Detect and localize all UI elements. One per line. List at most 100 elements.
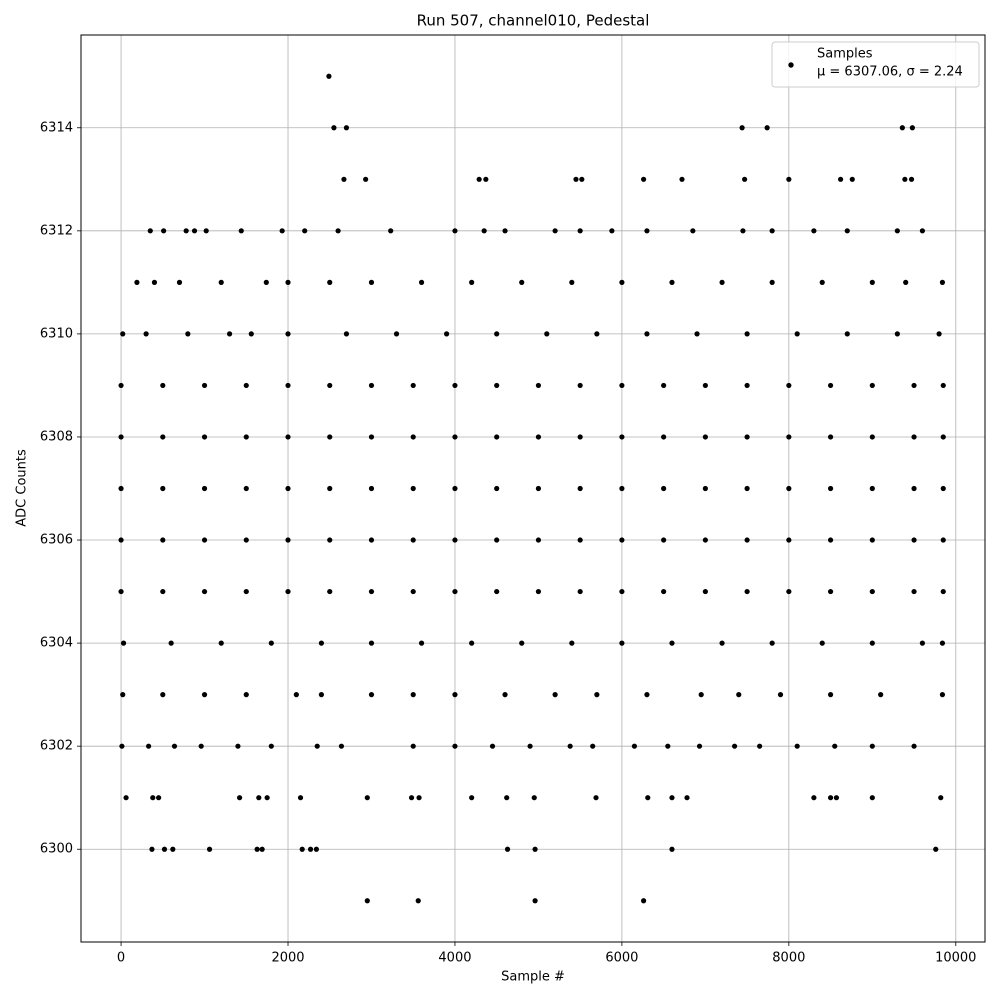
data-point [285, 588, 291, 595]
data-point [151, 279, 158, 285]
y-tick-label: 6310 [40, 326, 73, 341]
data-point [719, 279, 725, 285]
data-point [147, 228, 153, 234]
data-point [661, 588, 667, 595]
data-point [335, 228, 341, 234]
data-point [827, 434, 834, 440]
data-point [827, 537, 834, 543]
y-tick-label: 6312 [40, 223, 73, 238]
data-point [869, 382, 875, 389]
data-point [535, 434, 542, 440]
data-point [933, 846, 939, 852]
data-point [531, 795, 537, 801]
data-point [811, 228, 817, 234]
y-tick-label: 6304 [40, 636, 73, 651]
data-point [577, 588, 583, 595]
data-point [504, 846, 511, 852]
data-point [669, 279, 675, 285]
data-point [452, 743, 458, 749]
data-point [899, 125, 905, 131]
data-point [669, 846, 675, 852]
data-point [481, 228, 487, 234]
data-point [827, 485, 834, 492]
data-point [645, 795, 651, 801]
data-point [118, 588, 124, 595]
data-point [476, 176, 482, 182]
data-point [418, 640, 425, 646]
data-point [410, 485, 416, 492]
data-point [590, 743, 596, 749]
legend: Samples μ = 6307.06, σ = 2.24 [771, 41, 980, 88]
data-point [368, 640, 375, 646]
data-point [388, 228, 394, 234]
data-point [619, 588, 625, 595]
data-point [331, 125, 337, 131]
data-point [469, 279, 475, 285]
data-point [869, 485, 875, 492]
data-point [198, 743, 204, 749]
data-point [318, 640, 324, 646]
data-point [452, 588, 458, 595]
data-point [577, 382, 583, 389]
data-point [143, 331, 149, 337]
data-point [684, 795, 690, 801]
data-point [940, 434, 946, 440]
data-point [168, 640, 174, 646]
data-point [552, 692, 558, 698]
legend-label: Samples [817, 47, 873, 62]
data-point [123, 795, 129, 801]
data-point [644, 228, 650, 234]
data-point [878, 692, 884, 698]
data-point [118, 434, 124, 440]
data-point [160, 382, 166, 389]
data-point [302, 228, 308, 234]
grid [81, 35, 985, 942]
data-point [535, 485, 542, 492]
data-point [569, 640, 575, 646]
data-point [494, 382, 500, 389]
data-point [368, 485, 375, 492]
data-point [869, 434, 875, 440]
data-point [502, 692, 508, 698]
data-point [764, 125, 770, 131]
data-point [609, 228, 615, 234]
x-tick-label: 0 [117, 951, 125, 966]
data-point [314, 743, 320, 749]
data-point [201, 692, 208, 698]
data-point [769, 279, 775, 285]
data-point [661, 382, 667, 389]
data-point [243, 588, 249, 595]
data-point [832, 743, 838, 749]
data-point [909, 125, 915, 131]
data-point [297, 795, 304, 801]
data-point [238, 228, 244, 234]
data-point [160, 434, 166, 440]
data-point [593, 795, 599, 801]
data-point [532, 846, 538, 852]
data-point [819, 279, 825, 285]
data-point [118, 382, 124, 389]
data-point [341, 176, 347, 182]
data-point [243, 692, 249, 698]
data-point [285, 382, 291, 389]
data-point [786, 485, 792, 492]
y-tick-label: 6302 [40, 739, 73, 754]
data-point [494, 485, 500, 492]
data-point [619, 279, 625, 285]
data-point [579, 176, 585, 182]
data-point [469, 640, 475, 646]
data-point [418, 279, 425, 285]
data-point [201, 485, 208, 492]
data-point [744, 434, 750, 440]
data-point [218, 640, 224, 646]
data-point [894, 228, 900, 234]
data-point [719, 640, 725, 646]
data-point [160, 537, 166, 543]
data-point [134, 279, 140, 285]
data-point [285, 537, 291, 543]
data-point [869, 743, 875, 749]
legend-box [771, 41, 980, 88]
data-point [519, 640, 525, 646]
data-point [644, 331, 650, 337]
data-point [326, 73, 332, 79]
